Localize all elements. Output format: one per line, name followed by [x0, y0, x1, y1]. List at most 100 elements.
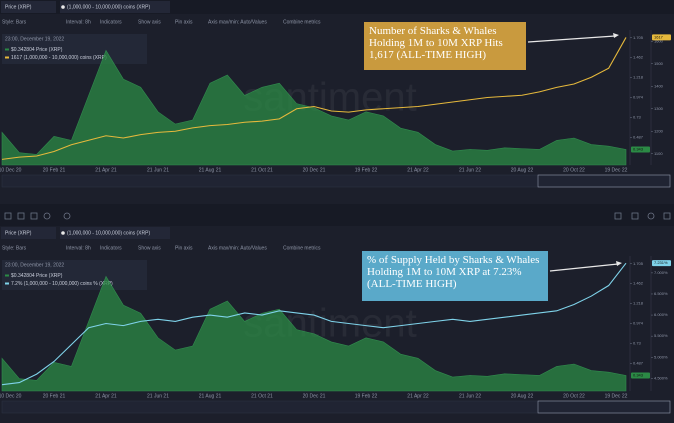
- value-pill: [652, 34, 671, 41]
- navigator-window: [537, 400, 671, 414]
- y-tick-label: 1500: [654, 61, 664, 66]
- annotation-arrow: [549, 263, 619, 272]
- legend-swatch: [5, 56, 9, 59]
- x-tick-label: 21 Jun 22: [459, 393, 481, 399]
- navigator: [1, 400, 671, 414]
- icon: [30, 212, 38, 220]
- y-tick-label: 4.500%: [654, 375, 668, 380]
- toolbar-item: Combine metrics: [283, 245, 321, 251]
- tab: [60, 227, 170, 239]
- annotation: Number of Sharks & Whales Holding 1M to …: [369, 25, 503, 61]
- value-pill-label: 7.231%: [654, 260, 668, 265]
- x-tick-label: 21 Jun 21: [147, 393, 169, 399]
- x-tick-label: 19 Dec 22: [605, 393, 628, 399]
- date-label: 23:00, December 19, 2022: [5, 36, 64, 42]
- x-tick-label: 10 Dec 20: [0, 167, 22, 173]
- x-tick-label: 21 Apr 22: [407, 393, 429, 399]
- x-tick-label: 20 Oct 22: [563, 167, 585, 173]
- annotation-text: Number of Sharks & Whales Holding 1M to …: [369, 25, 503, 61]
- x-tick-label: 19 Feb 22: [355, 167, 378, 173]
- x-tick-label: 20 Oct 22: [563, 393, 585, 399]
- value-pill-label: 1617: [654, 34, 664, 39]
- icon: [614, 212, 622, 220]
- legend-label: $0.342804 Price (XRP): [11, 47, 63, 53]
- annotation-arrowhead: [616, 261, 622, 266]
- y-tick-label: 6.500%: [654, 291, 668, 296]
- annotation-arrow: [527, 35, 616, 43]
- toolbar-item: Show axis: [138, 245, 161, 251]
- tab-label: (1,000,000 - 10,000,000) coins (XRP): [67, 4, 150, 10]
- y-tick-label: 5.000%: [654, 354, 668, 359]
- x-tick-label: 19 Feb 22: [355, 393, 378, 399]
- x-tick-label: 20 Aug 22: [511, 393, 534, 399]
- toolbar-item: Axis max/min: Auto/Values: [208, 245, 267, 251]
- annotation-box: [362, 251, 548, 301]
- toolbar-item: Style: Bars: [2, 245, 27, 251]
- toolbar-item: Indicators: [100, 245, 122, 251]
- value-pill: [631, 146, 650, 153]
- value-pill-label: 0.343: [633, 373, 644, 378]
- x-tick-label: 20 Dec 21: [303, 167, 326, 173]
- tab-dot: [61, 231, 65, 235]
- tab: [1, 227, 56, 239]
- x-tick-label: 21 Aug 21: [199, 393, 222, 399]
- y-tick-label: 0.487: [633, 360, 644, 365]
- y-tick-label: 0.73: [633, 341, 642, 346]
- y-tick-label: 1.462: [633, 281, 644, 286]
- legend-box: [2, 34, 147, 64]
- icon: [63, 212, 71, 220]
- x-tick-label: 21 Oct 21: [251, 393, 273, 399]
- toolbar-item: Pin axis: [175, 245, 193, 251]
- legend-swatch: [5, 282, 9, 285]
- value-pill: [631, 372, 650, 379]
- tab: [1, 1, 56, 13]
- toolbar-item: Interval: 8h: [66, 245, 91, 251]
- y-tick-label: 1200: [654, 128, 664, 133]
- annotation-arrowhead: [613, 33, 619, 38]
- legend-label: 1617 (1,000,000 - 10,000,000) coins (XRP…: [11, 55, 107, 61]
- toolbar-item: Indicators: [100, 19, 122, 25]
- y-tick-label: 0.974: [633, 95, 644, 100]
- toolbar-item: Show axis: [138, 19, 161, 25]
- metric-line: [1, 37, 627, 160]
- y-tick-label: 1.218: [633, 75, 644, 80]
- navigator: [1, 174, 671, 188]
- y-tick-label: 0.974: [633, 321, 644, 326]
- y-tick-label: 0.73: [633, 115, 642, 120]
- metric-line: [1, 262, 627, 386]
- y-tick-label: 1100: [654, 151, 663, 156]
- icon: [4, 212, 12, 220]
- x-tick-label: 21 Jun 22: [459, 167, 481, 173]
- x-tick-label: 21 Jun 21: [147, 167, 169, 173]
- y-tick-label: 1.705: [633, 261, 644, 266]
- toolbar-item: Pin axis: [175, 19, 193, 25]
- x-tick-label: 20 Aug 22: [511, 167, 534, 173]
- x-tick-label: 21 Apr 21: [95, 167, 117, 173]
- annotation-box: [364, 22, 526, 70]
- legend-swatch: [5, 274, 9, 277]
- toolbar-item: Interval: 8h: [66, 19, 91, 25]
- navigator-window: [537, 174, 671, 188]
- value-pill-label: 0.343: [633, 147, 644, 152]
- legend-swatch: [5, 48, 9, 51]
- toolbar-item: Style: Bars: [2, 19, 27, 25]
- y-tick-label: 1.462: [633, 55, 644, 60]
- y-tick-label: 6.000%: [654, 312, 668, 317]
- toolbar-item: Combine metrics: [283, 19, 321, 25]
- x-tick-label: 20 Dec 21: [303, 393, 326, 399]
- panel-separator: [0, 204, 674, 226]
- x-tick-label: 21 Apr 22: [407, 167, 429, 173]
- legend-box: [2, 260, 147, 290]
- x-tick-label: 19 Dec 22: [605, 167, 628, 173]
- x-tick-label: 21 Apr 21: [95, 393, 117, 399]
- tab-label: Price (XRP): [5, 4, 32, 10]
- x-tick-label: 10 Dec 20: [0, 393, 22, 399]
- icon: [631, 212, 639, 220]
- value-pill: [652, 260, 671, 267]
- toolbar-item: Axis max/min: Auto/Values: [208, 19, 267, 25]
- icon-row: [4, 212, 671, 220]
- y-tick-label: 1400: [654, 83, 664, 88]
- tab-label: Price (XRP): [5, 230, 32, 236]
- x-tick-label: 20 Feb 21: [43, 167, 66, 173]
